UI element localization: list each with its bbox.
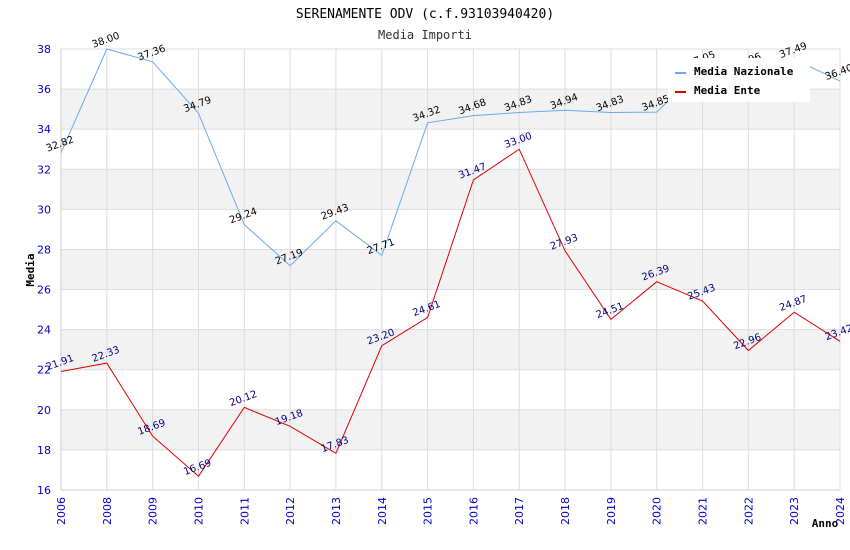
legend-label-media-ente: Media Ente <box>694 84 761 97</box>
series-line-media-ente <box>60 148 841 477</box>
x-tick-label: 2009 <box>147 497 160 525</box>
legend-box <box>668 58 810 102</box>
x-tick-label: 2021 <box>697 497 710 525</box>
x-tick-label: 2006 <box>55 497 68 525</box>
y-tick-label: 36 <box>37 83 51 96</box>
x-tick-label: 2017 <box>513 497 526 525</box>
x-tick-label: 2018 <box>559 497 572 525</box>
plot-band <box>61 409 840 450</box>
data-label-media-nazionale: 37.36 <box>136 43 167 63</box>
chart-title: SERENAMENTE ODV (c.f.93103940420) <box>296 7 554 22</box>
data-label-media-ente: 33.00 <box>503 131 534 151</box>
y-tick-label: 16 <box>37 484 51 497</box>
data-label-media-nazionale: 37.49 <box>778 41 809 61</box>
x-axis-label: Anno <box>812 517 839 530</box>
plot-band <box>61 169 840 210</box>
data-label-media-nazionale: 38.00 <box>91 31 122 51</box>
y-tick-label: 22 <box>37 364 51 377</box>
x-tick-label: 2015 <box>422 497 435 525</box>
x-tick-label: 2014 <box>376 497 389 525</box>
x-tick-label: 2023 <box>788 497 801 525</box>
legend-label-media-nazionale: Media Nazionale <box>694 65 794 78</box>
x-tick-label: 2020 <box>651 497 664 525</box>
y-tick-label: 28 <box>37 243 51 256</box>
plot-background-bands <box>61 89 840 450</box>
y-tick-label: 26 <box>37 284 51 297</box>
x-tick-label: 2008 <box>101 497 114 525</box>
plot-band <box>61 329 840 370</box>
y-tick-label: 24 <box>37 324 51 337</box>
y-tick-label: 38 <box>37 43 51 56</box>
x-axis-ticks: 2006 2008 2009 2010 2011 2012 2013 2014 2015 2016… <box>55 497 847 525</box>
x-tick-label: 2024 <box>834 497 847 525</box>
x-tick-label: 2019 <box>605 497 618 525</box>
legend: Media Nazionale Media Ente <box>668 58 810 102</box>
y-tick-label: 20 <box>37 404 51 417</box>
x-tick-label: 2016 <box>467 497 480 525</box>
y-tick-label: 18 <box>37 444 51 457</box>
data-label-media-ente: 20.12 <box>228 389 259 409</box>
x-tick-label: 2011 <box>238 497 251 525</box>
y-axis-ticks: 16 18 20 22 24 26 28 30 32 34 36 38 <box>37 43 51 497</box>
x-tick-label: 2012 <box>284 497 297 525</box>
y-tick-label: 30 <box>37 203 51 216</box>
y-tick-label: 34 <box>37 123 51 136</box>
plot-band <box>61 249 840 290</box>
data-label-media-ente: 24.61 <box>411 299 442 319</box>
data-label-media-nazionale: 32.82 <box>45 134 76 154</box>
x-tick-label: 2013 <box>330 497 343 525</box>
y-axis-label: Media <box>24 253 37 286</box>
chart-subtitle: Media Importi <box>378 28 472 42</box>
y-tick-label: 32 <box>37 163 51 176</box>
x-tick-label: 2022 <box>742 497 755 525</box>
data-label-media-ente: 24.87 <box>778 294 809 314</box>
x-tick-label: 2010 <box>192 497 205 525</box>
